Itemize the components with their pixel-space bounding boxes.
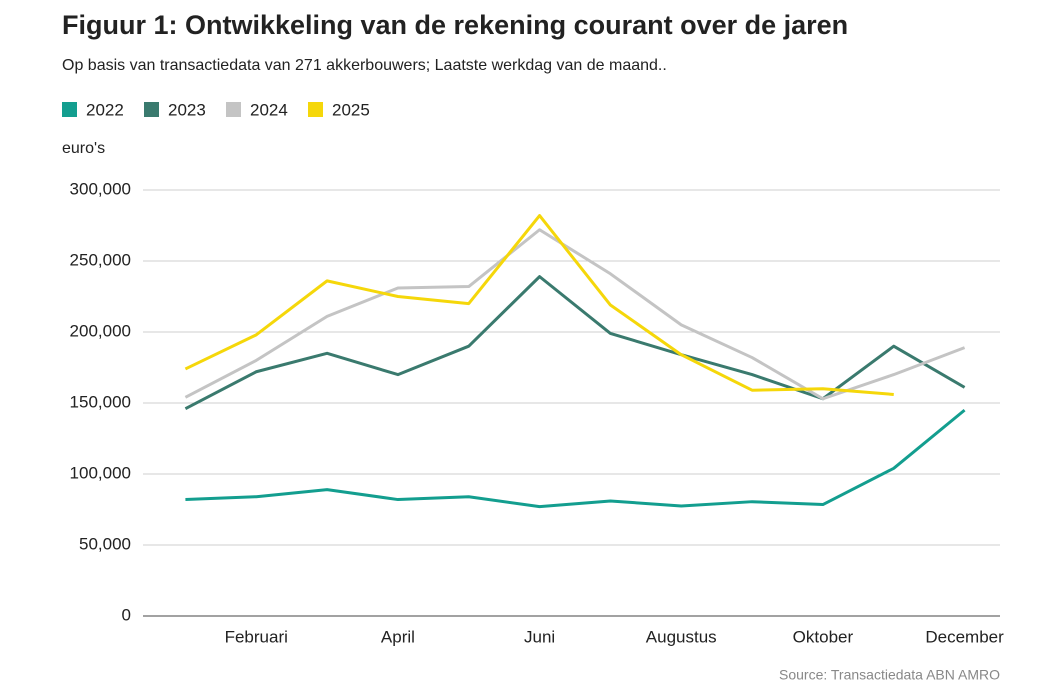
y-tick-label: 250,000 <box>70 250 131 269</box>
y-tick-label: 200,000 <box>70 321 131 340</box>
y-tick-label: 100,000 <box>70 463 131 482</box>
legend-label: 2023 <box>168 100 206 119</box>
legend-swatch <box>308 102 323 117</box>
legend-swatch <box>62 102 77 117</box>
x-tick-label: Februari <box>225 627 288 646</box>
legend-swatch <box>226 102 241 117</box>
chart-subtitle: Op basis van transactiedata van 271 akke… <box>62 57 667 74</box>
y-tick-label: 300,000 <box>70 179 131 198</box>
y-axis-label: euro's <box>62 140 105 157</box>
x-tick-label: Juni <box>524 627 555 646</box>
legend-label: 2024 <box>250 100 288 119</box>
series-line <box>184 228 966 401</box>
x-tick-label: April <box>381 627 415 646</box>
y-tick-label: 0 <box>122 605 131 624</box>
source: Source: Transactiedata ABN AMRO <box>779 667 1000 683</box>
chart-title: Figuur 1: Ontwikkeling van de rekening c… <box>62 10 848 40</box>
x-tick-label: Oktober <box>793 627 854 646</box>
legend-swatch <box>144 102 159 117</box>
x-tick-label: Augustus <box>646 627 717 646</box>
legend-label: 2025 <box>332 100 370 119</box>
series-line <box>185 408 966 509</box>
legend-label: 2022 <box>86 100 124 119</box>
x-tick-label: December <box>925 627 1004 646</box>
y-tick-label: 150,000 <box>70 392 131 411</box>
y-tick-label: 50,000 <box>79 534 131 553</box>
series-line <box>184 214 894 396</box>
